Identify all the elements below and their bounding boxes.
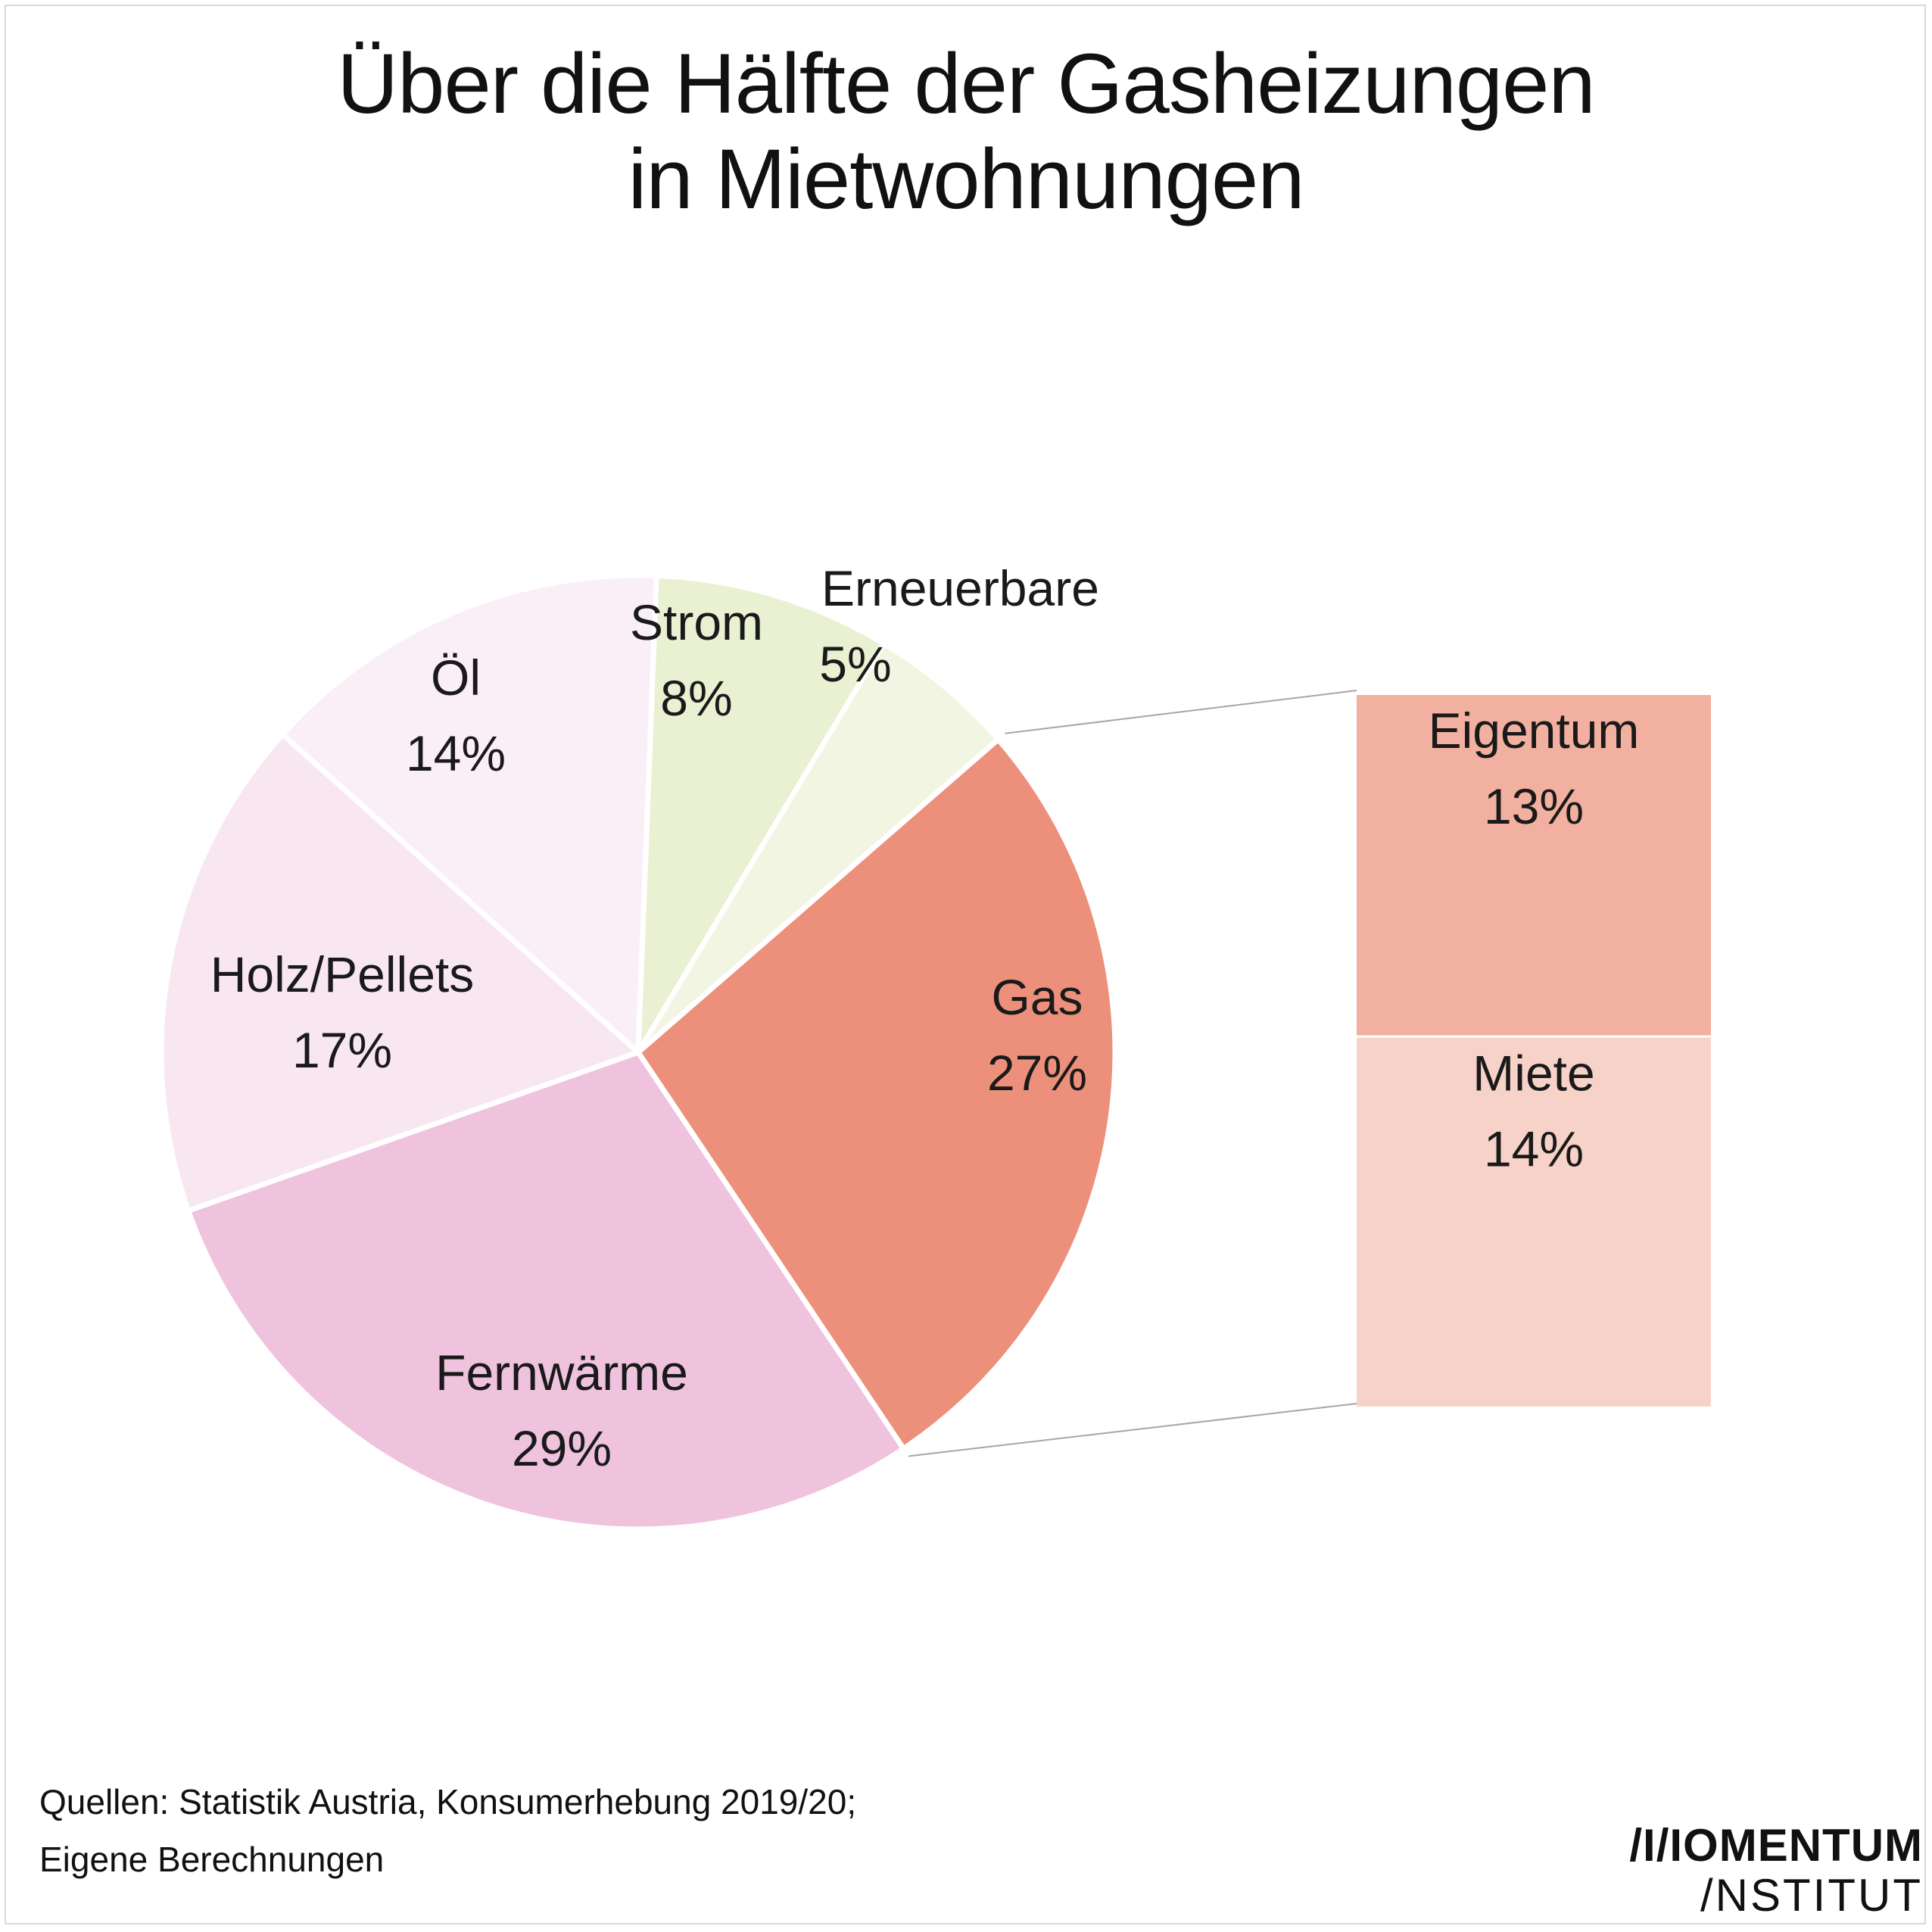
momentum-logo: /I/IOMENTUM /NSTITUT <box>1629 1821 1923 1921</box>
breakdown-label-eigentum: Eigentum <box>1429 703 1640 759</box>
pie-slice-öl <box>279 572 659 1055</box>
slice-value-holz-pellets: 17% <box>292 1022 392 1078</box>
slice-label-holz-pellets: Holz/Pellets <box>210 946 474 1002</box>
breakdown-label-miete: Miete <box>1472 1045 1594 1102</box>
pie-slice-fernwärme <box>185 1049 906 1532</box>
connector-line-top <box>1005 690 1357 734</box>
source-line-2: Eigene Berechnungen <box>39 1840 385 1879</box>
breakdown-segment-miete <box>1357 1037 1711 1407</box>
slice-label-öl: Öl <box>431 650 481 706</box>
slice-value-fernwärme: 29% <box>512 1420 612 1476</box>
slice-value-strom: 8% <box>660 670 732 726</box>
logo-line-2: /NSTITUT <box>1700 1870 1923 1921</box>
source-note: Quellen: Statistik Austria, Konsumerhebu… <box>39 1773 856 1888</box>
logo-line-1: /I/IOMENTUM <box>1629 1820 1923 1871</box>
pie-slice-holz-pellets <box>158 731 641 1214</box>
connector-line-bottom <box>908 1403 1357 1457</box>
breakdown-segment-eigentum <box>1357 695 1711 1036</box>
title-line-1: Über die Hälfte der Gasheizungen <box>337 36 1595 131</box>
breakdown-value-miete: 14% <box>1484 1121 1584 1177</box>
slice-value-erneuerbare: 5% <box>819 636 891 692</box>
chart-title: Über die Hälfte der Gasheizungen in Miet… <box>0 36 1932 227</box>
slice-label-gas: Gas <box>991 969 1083 1025</box>
slice-value-öl: 14% <box>406 725 506 781</box>
slice-value-gas: 27% <box>987 1045 1087 1101</box>
pie-slice-gas <box>635 737 1118 1452</box>
pie-slice-erneuerbare <box>635 640 1001 1055</box>
source-line-1: Quellen: Statistik Austria, Konsumerhebu… <box>39 1782 857 1821</box>
breakdown-value-eigentum: 13% <box>1484 778 1584 834</box>
pie-slice-strom <box>635 572 887 1055</box>
title-line-2: in Mietwohnungen <box>628 132 1304 226</box>
slice-label-fernwärme: Fernwärme <box>435 1345 688 1401</box>
slice-label-erneuerbare: Erneuerbare <box>821 560 1099 616</box>
slice-label-strom: Strom <box>630 594 763 650</box>
chart-frame <box>5 5 1926 1924</box>
